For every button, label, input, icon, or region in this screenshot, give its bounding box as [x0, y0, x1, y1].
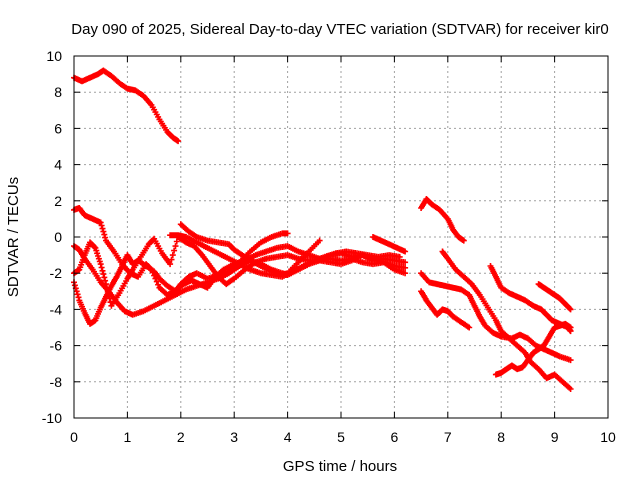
- series-track-k: [418, 288, 473, 331]
- series-track-l: [439, 248, 574, 392]
- y-tick-label: -10: [42, 410, 62, 426]
- data-point-marks: [167, 232, 403, 280]
- series-track-n: [492, 320, 574, 378]
- data-point-marks: [370, 234, 409, 255]
- data-point-marks: [535, 281, 574, 313]
- y-tick-label: -6: [50, 338, 63, 354]
- series-track-j: [418, 270, 574, 364]
- x-tick-label: 9: [551, 429, 559, 445]
- series-track-o: [535, 281, 574, 313]
- chart-title: Day 090 of 2025, Sidereal Day-to-day VTE…: [71, 21, 608, 38]
- y-tick-label: 8: [54, 84, 62, 100]
- x-axis-label: GPS time / hours: [283, 458, 397, 475]
- series-track-a: [71, 67, 182, 145]
- data-point-marks: [418, 270, 574, 364]
- x-tick-label: 7: [444, 429, 452, 445]
- y-tick-label: -8: [50, 374, 63, 390]
- data-point-marks: [492, 320, 574, 378]
- y-tick-label: -4: [50, 301, 63, 317]
- data-point-marks: [71, 67, 182, 145]
- axis-ticks: 0 1 2 3 4 5 6 7 8 9 10 -10 -8 -6 -4 -2 0 2 4 6 8 10: [42, 48, 616, 445]
- x-tick-label: 5: [337, 429, 345, 445]
- x-tick-label: 0: [70, 429, 78, 445]
- data-marks: [71, 67, 574, 392]
- x-tick-label: 2: [177, 429, 185, 445]
- y-axis-label: SDTVAR / TECUs: [5, 177, 22, 297]
- x-tick-label: 1: [124, 429, 132, 445]
- series-track-h: [370, 234, 409, 255]
- data-point-marks: [439, 248, 574, 392]
- x-tick-label: 8: [497, 429, 505, 445]
- y-tick-label: 0: [54, 229, 62, 245]
- x-tick-label: 4: [284, 429, 292, 445]
- y-tick-label: 6: [54, 120, 62, 136]
- x-tick-label: 6: [391, 429, 399, 445]
- data-point-marks: [418, 196, 467, 244]
- x-tick-label: 10: [600, 429, 616, 445]
- x-tick-label: 3: [230, 429, 238, 445]
- y-tick-label: 4: [54, 157, 62, 173]
- y-tick-label: 2: [54, 193, 62, 209]
- series-track-g: [167, 232, 403, 280]
- data-point-marks: [418, 288, 473, 331]
- y-tick-label: 10: [46, 48, 62, 64]
- y-tick-label: -2: [50, 265, 63, 281]
- series-track-i: [418, 196, 467, 244]
